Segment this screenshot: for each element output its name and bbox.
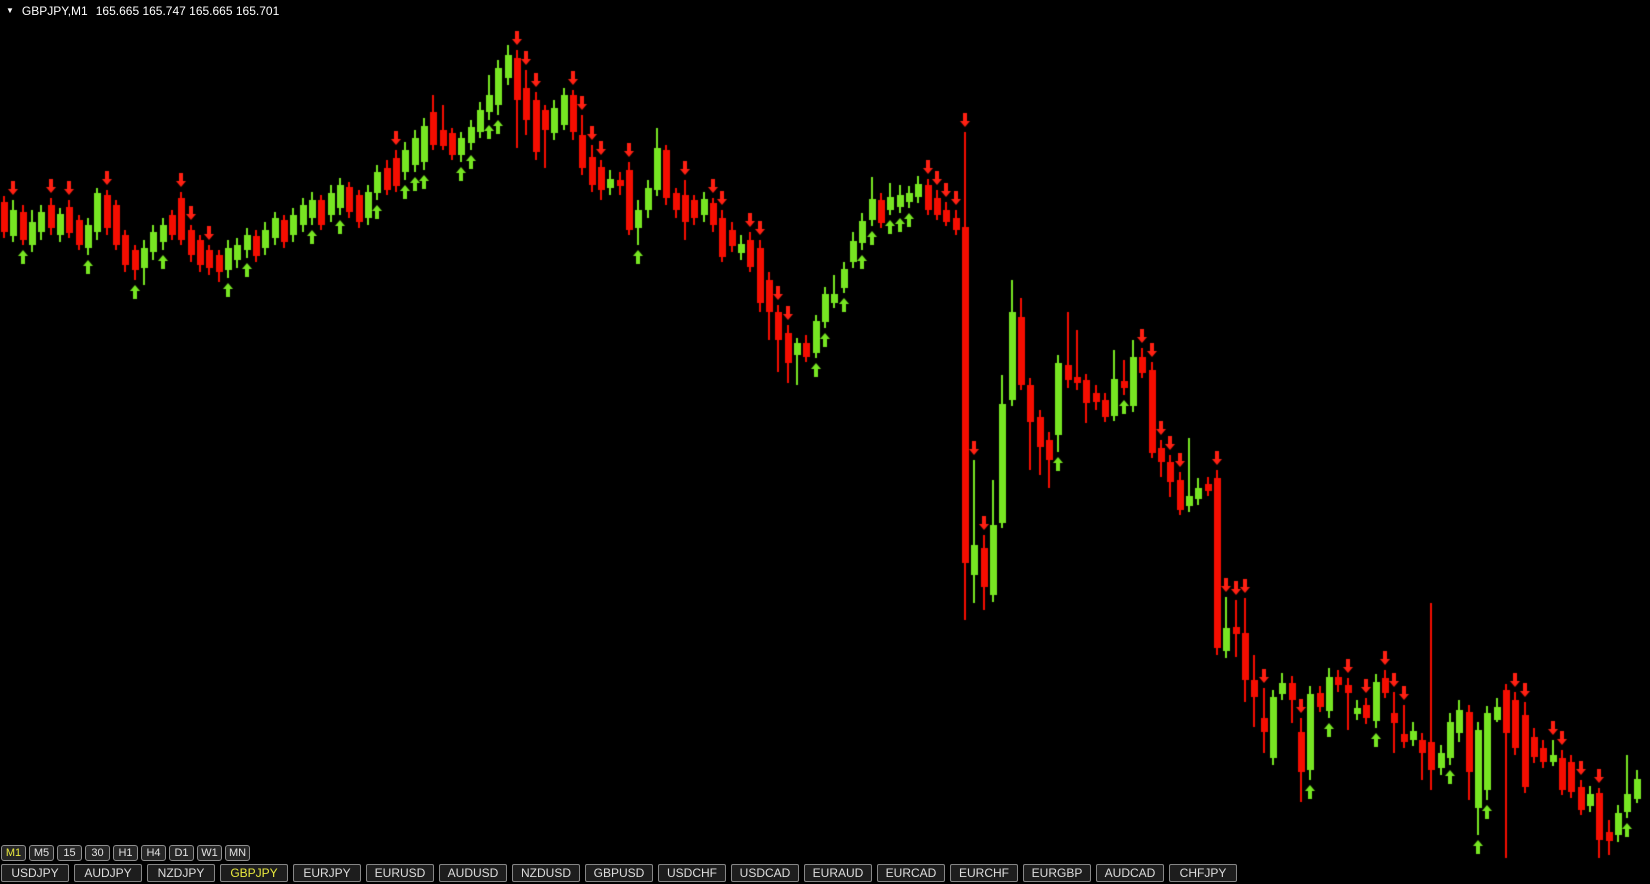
timeframe-button-mn[interactable]: MN bbox=[225, 845, 250, 861]
timeframe-button-30[interactable]: 30 bbox=[85, 845, 110, 861]
symbol-dropdown-caret[interactable]: ▼ bbox=[6, 6, 14, 15]
symbol-period-label: GBPJPY,M1 bbox=[21, 4, 88, 18]
symbol-tab-nzdjpy[interactable]: NZDJPY bbox=[147, 864, 215, 882]
timeframe-button-d1[interactable]: D1 bbox=[169, 845, 194, 861]
symbol-tab-eurusd[interactable]: EURUSD bbox=[366, 864, 434, 882]
symbol-tab-eurcad[interactable]: EURCAD bbox=[877, 864, 945, 882]
symbol-tab-gbpusd[interactable]: GBPUSD bbox=[585, 864, 653, 882]
symbol-tab-chfjpy[interactable]: CHFJPY bbox=[1169, 864, 1237, 882]
symbol-tab-audusd[interactable]: AUDUSD bbox=[439, 864, 507, 882]
symbol-tab-bar: USDJPY AUDJPY NZDJPY GBPJPY EURJPY EURUSD AUDU… bbox=[1, 864, 1237, 882]
chart-title-bar: ▼ GBPJPY,M1 165.665 165.747 165.665 165.… bbox=[6, 4, 279, 18]
symbol-tab-gbpjpy[interactable]: GBPJPY bbox=[220, 864, 288, 882]
symbol-tab-audjpy[interactable]: AUDJPY bbox=[74, 864, 142, 882]
timeframe-button-15[interactable]: 15 bbox=[57, 845, 82, 861]
symbol-tab-usdcad[interactable]: USDCAD bbox=[731, 864, 799, 882]
timeframe-button-h4[interactable]: H4 bbox=[141, 845, 166, 861]
timeframe-button-w1[interactable]: W1 bbox=[197, 845, 222, 861]
ohlc-quote-line: 165.665 165.747 165.665 165.701 bbox=[95, 4, 280, 18]
symbol-tab-nzdusd[interactable]: NZDUSD bbox=[512, 864, 580, 882]
timeframe-button-m1[interactable]: M1 bbox=[1, 845, 26, 861]
timeframe-button-m5[interactable]: M5 bbox=[29, 845, 54, 861]
symbol-tab-usdjpy[interactable]: USDJPY bbox=[1, 864, 69, 882]
symbol-tab-usdchf[interactable]: USDCHF bbox=[658, 864, 726, 882]
symbol-tab-eurjpy[interactable]: EURJPY bbox=[293, 864, 361, 882]
timeframe-button-h1[interactable]: H1 bbox=[113, 845, 138, 861]
timeframe-toolbar: M1 M5 15 30 H1 H4 D1 W1 MN bbox=[1, 845, 250, 861]
symbol-tab-euraud[interactable]: EURAUD bbox=[804, 864, 872, 882]
symbol-tab-eurgbp[interactable]: EURGBP bbox=[1023, 864, 1091, 882]
symbol-tab-eurchf[interactable]: EURCHF bbox=[950, 864, 1018, 882]
symbol-tab-audcad[interactable]: AUDCAD bbox=[1096, 864, 1164, 882]
